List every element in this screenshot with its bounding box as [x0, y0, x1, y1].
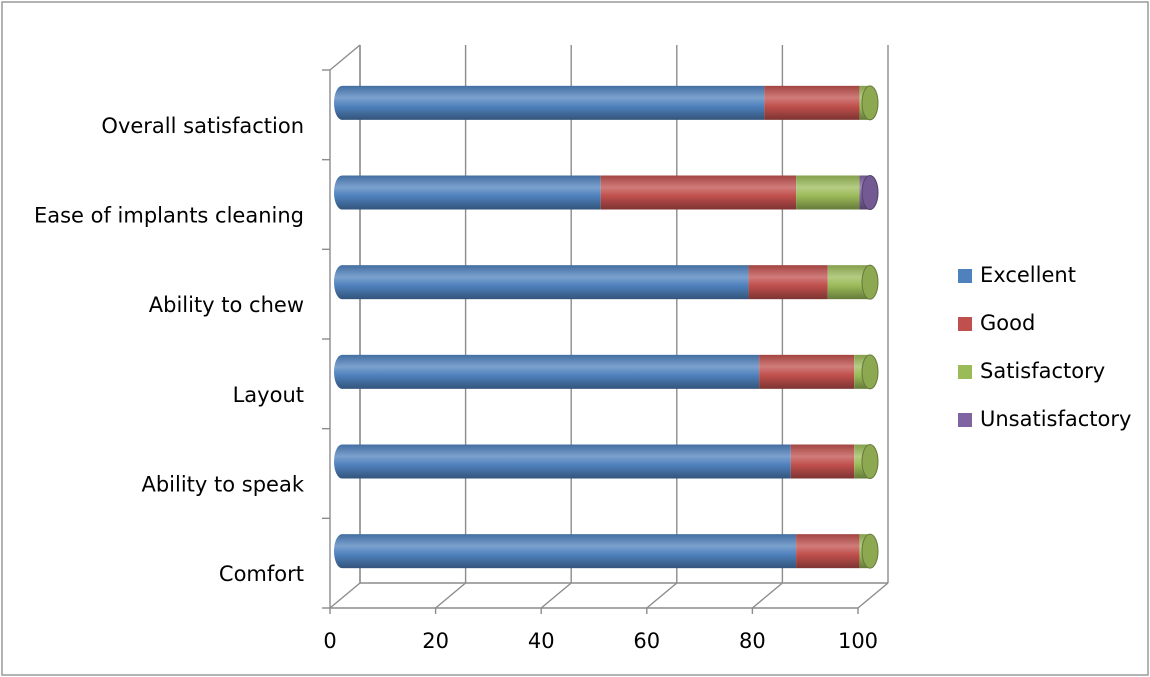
category-labels: Comfort Ability to speak Layout Ability to … [34, 114, 305, 586]
bar-ease-of-implants-cleaning-satisfactory [796, 175, 860, 210]
legend-label-satisfactory: Satisfactory [980, 359, 1105, 383]
x-tick-label-100: 100 [838, 629, 878, 653]
bar-ease-of-implants-cleaning-excellent [342, 175, 601, 210]
bar-ability-to-chew-good [748, 265, 828, 300]
legend-swatch-unsatisfactory [958, 413, 972, 427]
category-label-ability-to-chew: Ability to chew [149, 293, 304, 317]
x-tick-label-80: 80 [739, 629, 766, 653]
category-label-ease-of-implants-cleaning: Ease of implants cleaning [34, 204, 304, 228]
x-tick-label-0: 0 [323, 629, 336, 653]
bar-end-cap-overall-satisfaction [861, 85, 879, 121]
tick-labels: 0 20 40 60 80 100 [323, 629, 878, 653]
legend-label-good: Good [980, 311, 1035, 335]
bar-comfort-excellent [342, 534, 797, 569]
legend-label-unsatisfactory: Unsatisfactory [980, 407, 1131, 431]
bar-ability-to-speak-excellent [342, 444, 791, 479]
floor-line-20 [435, 582, 467, 609]
bar-layout-good [759, 354, 855, 389]
category-label-comfort: Comfort [219, 562, 304, 586]
category-label-layout: Layout [233, 383, 304, 407]
floor-line-40 [540, 582, 572, 609]
bar-comfort-good [796, 534, 860, 569]
bar-end-cap-ability-to-chew [861, 264, 879, 300]
legend: Excellent Good Satisfactory Unsatisfactory [958, 263, 1131, 431]
bars [334, 85, 879, 569]
floor-line-0 [329, 582, 361, 609]
bar-overall-satisfaction-good [764, 85, 860, 120]
floor-line-60 [646, 582, 678, 609]
x-tick-label-60: 60 [633, 629, 660, 653]
bar-end-cap-ease-of-implants-cleaning [861, 175, 879, 210]
bar-ability-to-speak-good [790, 444, 855, 479]
x-tick-label-20: 20 [422, 629, 449, 653]
bar-end-cap-ability-to-speak [861, 444, 879, 479]
y-axis-top-diag [329, 44, 361, 71]
bar-ease-of-implants-cleaning-good [600, 175, 797, 210]
bar-end-cap-comfort [861, 533, 879, 569]
legend-swatch-satisfactory [958, 365, 972, 379]
bar-overall-satisfaction-excellent [342, 85, 765, 120]
bar-layout-excellent [342, 354, 760, 389]
legend-swatch-excellent [958, 269, 972, 283]
x-tick-label-40: 40 [528, 629, 555, 653]
floor-line-80 [751, 582, 783, 609]
bar-end-cap-layout [861, 354, 879, 390]
bar-ability-to-chew-excellent [342, 265, 749, 300]
category-label-overall-satisfaction: Overall satisfaction [101, 114, 304, 138]
floor-line-100 [857, 582, 889, 609]
legend-swatch-good [958, 317, 972, 331]
legend-label-excellent: Excellent [980, 263, 1076, 287]
axes [322, 44, 888, 614]
category-label-ability-to-speak: Ability to speak [141, 473, 304, 497]
